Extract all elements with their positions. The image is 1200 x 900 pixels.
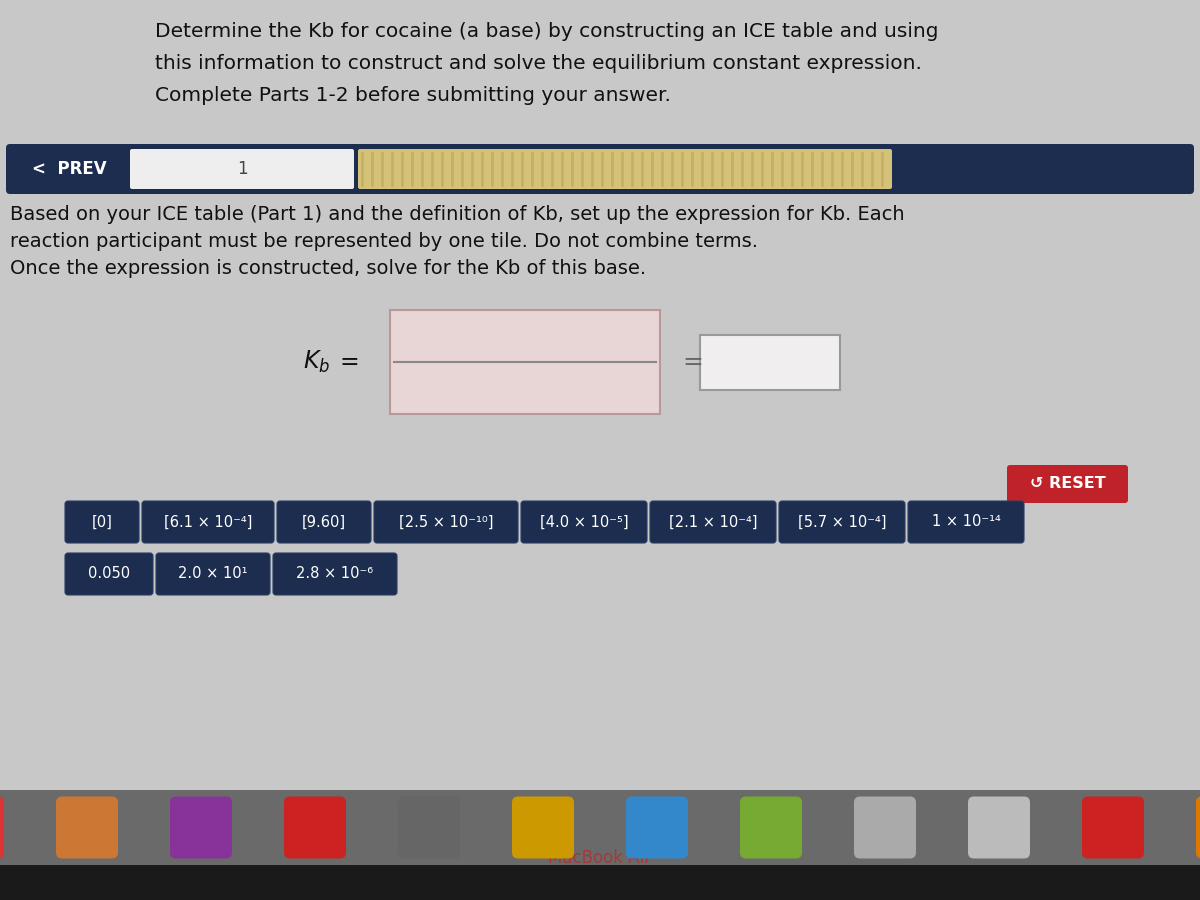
Text: [0]: [0] bbox=[91, 515, 113, 529]
Text: [2.1 × 10⁻⁴]: [2.1 × 10⁻⁴] bbox=[668, 515, 757, 529]
FancyBboxPatch shape bbox=[156, 553, 270, 595]
Text: this information to construct and solve the equilibrium constant expression.: this information to construct and solve … bbox=[155, 54, 922, 73]
Text: =: = bbox=[340, 350, 360, 374]
FancyBboxPatch shape bbox=[130, 149, 354, 189]
Text: Determine the Kb for cocaine (a base) by constructing an ICE table and using: Determine the Kb for cocaine (a base) by… bbox=[155, 22, 938, 41]
Bar bbox=[700, 335, 840, 390]
Text: [9.60]: [9.60] bbox=[302, 515, 346, 529]
Text: [5.7 × 10⁻⁴]: [5.7 × 10⁻⁴] bbox=[798, 515, 887, 529]
Bar bbox=[0, 865, 1200, 900]
Text: reaction participant must be represented by one tile. Do not combine terms.: reaction participant must be represented… bbox=[10, 232, 758, 251]
Text: Complete Parts 1-2 before submitting your answer.: Complete Parts 1-2 before submitting you… bbox=[155, 86, 671, 105]
Text: ↺ RESET: ↺ RESET bbox=[1030, 476, 1105, 491]
FancyBboxPatch shape bbox=[284, 796, 346, 859]
Text: =: = bbox=[682, 350, 703, 374]
FancyBboxPatch shape bbox=[56, 796, 118, 859]
Text: [4.0 × 10⁻⁵]: [4.0 × 10⁻⁵] bbox=[540, 515, 629, 529]
FancyBboxPatch shape bbox=[650, 501, 776, 543]
FancyBboxPatch shape bbox=[512, 796, 574, 859]
FancyBboxPatch shape bbox=[1007, 465, 1128, 503]
Text: 2.8 × 10⁻⁶: 2.8 × 10⁻⁶ bbox=[296, 566, 373, 581]
Text: 1: 1 bbox=[236, 160, 247, 178]
FancyBboxPatch shape bbox=[142, 501, 274, 543]
FancyBboxPatch shape bbox=[374, 501, 518, 543]
FancyBboxPatch shape bbox=[740, 796, 802, 859]
FancyBboxPatch shape bbox=[626, 796, 688, 859]
FancyBboxPatch shape bbox=[521, 501, 647, 543]
Text: 2.0 × 10¹: 2.0 × 10¹ bbox=[179, 566, 247, 581]
FancyBboxPatch shape bbox=[1196, 796, 1200, 859]
Text: MacBook Air: MacBook Air bbox=[548, 849, 652, 867]
Text: <  PREV: < PREV bbox=[31, 160, 107, 178]
FancyBboxPatch shape bbox=[398, 796, 460, 859]
FancyBboxPatch shape bbox=[0, 796, 4, 859]
Text: [6.1 × 10⁻⁴]: [6.1 × 10⁻⁴] bbox=[164, 515, 252, 529]
FancyBboxPatch shape bbox=[274, 553, 397, 595]
FancyBboxPatch shape bbox=[908, 501, 1024, 543]
FancyBboxPatch shape bbox=[65, 501, 139, 543]
FancyBboxPatch shape bbox=[854, 796, 916, 859]
Bar bbox=[390, 310, 660, 414]
Bar bbox=[0, 790, 1200, 900]
Text: 0.050: 0.050 bbox=[88, 566, 130, 581]
FancyBboxPatch shape bbox=[779, 501, 905, 543]
FancyBboxPatch shape bbox=[277, 501, 371, 543]
FancyBboxPatch shape bbox=[358, 149, 892, 189]
FancyBboxPatch shape bbox=[65, 553, 154, 595]
FancyBboxPatch shape bbox=[968, 796, 1030, 859]
FancyBboxPatch shape bbox=[170, 796, 232, 859]
Text: Once the expression is constructed, solve for the Kb of this base.: Once the expression is constructed, solv… bbox=[10, 259, 646, 278]
FancyBboxPatch shape bbox=[6, 144, 1194, 194]
FancyBboxPatch shape bbox=[1082, 796, 1144, 859]
Text: [2.5 × 10⁻¹⁰]: [2.5 × 10⁻¹⁰] bbox=[398, 515, 493, 529]
Text: 1 × 10⁻¹⁴: 1 × 10⁻¹⁴ bbox=[931, 515, 1001, 529]
Text: $K_b$: $K_b$ bbox=[302, 349, 330, 375]
Text: Based on your ICE table (Part 1) and the definition of Kb, set up the expression: Based on your ICE table (Part 1) and the… bbox=[10, 205, 905, 224]
